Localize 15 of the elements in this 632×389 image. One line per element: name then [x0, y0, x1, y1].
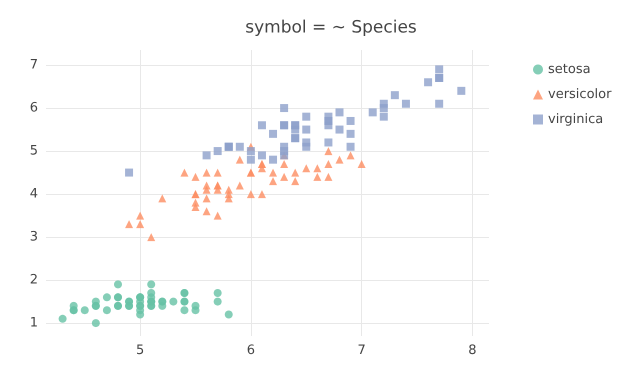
y-tick-label: 2	[30, 272, 38, 288]
legend-label: setosa	[548, 62, 591, 77]
y-tick-label: 7	[30, 58, 38, 73]
legend-label: virginica	[548, 112, 604, 127]
x-tick-label: 7	[357, 343, 366, 358]
y-tick-label: 6	[30, 100, 38, 116]
y-tick-label: 1	[30, 316, 38, 331]
x-tick-label: 5	[136, 343, 144, 358]
y-tick-label: 3	[30, 230, 38, 245]
chart-title: symbol = ~ Species	[245, 18, 417, 38]
y-tick-label: 4	[30, 186, 38, 202]
legend-label: versicolor	[548, 87, 612, 102]
y-tick-label: 5	[30, 144, 38, 159]
x-tick-label: 8	[468, 343, 477, 358]
x-tick-label: 6	[246, 343, 256, 358]
